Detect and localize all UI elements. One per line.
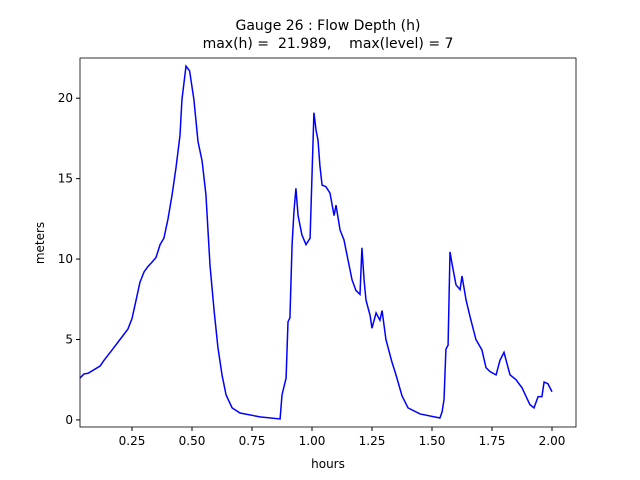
x-tick-label: 1.50 bbox=[419, 434, 446, 448]
x-tick-label: 1.75 bbox=[479, 434, 506, 448]
x-tick-label: 0.75 bbox=[239, 434, 266, 448]
y-tick-label: 5 bbox=[65, 332, 73, 346]
plot-frame bbox=[79, 57, 577, 428]
data-line bbox=[79, 64, 553, 420]
x-tick-label: 2.00 bbox=[539, 434, 566, 448]
x-tick-label: 0.50 bbox=[179, 434, 206, 448]
y-axis-label: meters bbox=[33, 222, 47, 264]
chart-title: Gauge 26 : Flow Depth (h) bbox=[236, 18, 421, 34]
chart-subtitle: max(h) = 21.989, max(level) = 7 bbox=[203, 36, 454, 52]
y-tick-label: 15 bbox=[58, 172, 73, 186]
y-tick-label: 20 bbox=[58, 91, 73, 105]
x-axis-label: hours bbox=[311, 457, 345, 471]
x-tick-label: 0.25 bbox=[119, 434, 146, 448]
y-tick-label: 0 bbox=[65, 413, 73, 427]
x-tick-label: 1.25 bbox=[359, 434, 386, 448]
y-tick-label: 10 bbox=[58, 252, 73, 266]
x-tick-label: 1.00 bbox=[299, 434, 326, 448]
